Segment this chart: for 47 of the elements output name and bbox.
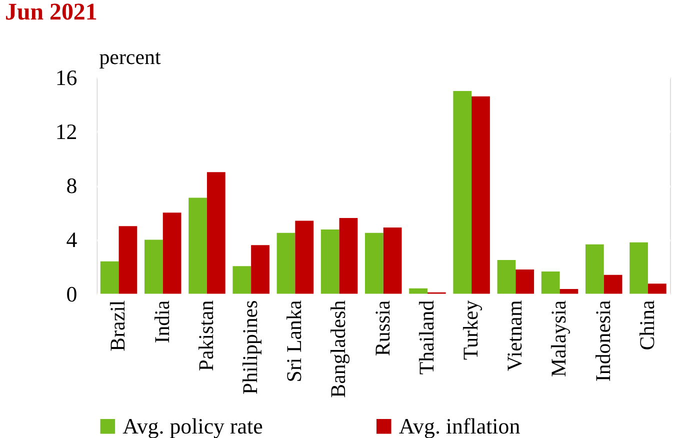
x-tick-label: Bangladesh [326,300,350,398]
bar [585,244,604,294]
x-tick-label: Brazil [106,300,130,352]
bar [604,274,622,294]
bar [516,269,534,294]
chart-title: Jun 2021 [4,0,98,26]
bar [630,242,648,294]
bar [251,245,270,294]
x-tick-label: Sri Lanka [282,300,306,382]
x-tick-label: Indonesia [590,300,615,382]
bar [295,220,314,294]
bar [541,271,560,294]
x-tick-label: India [150,300,174,344]
legend-label: Avg. policy rate [122,413,263,438]
bar [453,90,472,294]
bar [560,289,578,294]
y-tick-label: 16 [55,64,78,90]
bar [320,230,340,294]
bar [162,212,182,294]
bar [472,96,490,294]
bar [383,228,402,294]
legend-label: Avg. inflation [398,413,520,438]
bar [232,266,252,294]
x-tick-label: Malaysia [546,300,571,377]
bar [188,198,207,294]
bar [118,226,138,294]
bar [144,240,163,294]
bar [364,232,384,294]
x-tick-label: Thailand [414,300,438,375]
x-tick-label: Philippines [238,300,262,394]
bar [339,218,358,294]
bar [276,232,296,294]
bar [648,284,666,294]
x-tick-label: China [634,300,659,350]
y-tick-label: 12 [55,118,78,144]
bar [409,288,428,294]
bar [497,260,516,294]
x-tick-label: Vietnam [502,300,527,372]
bar [206,172,226,294]
y-axis-title: percent [99,44,161,69]
x-tick-label: Pakistan [194,300,218,372]
y-tick-label: 4 [66,227,78,252]
bar [100,261,119,294]
y-tick-label: 8 [66,173,78,198]
x-tick-label: Russia [370,300,394,356]
y-tick-label: 0 [66,281,78,306]
x-tick-label: Turkey [458,300,483,360]
